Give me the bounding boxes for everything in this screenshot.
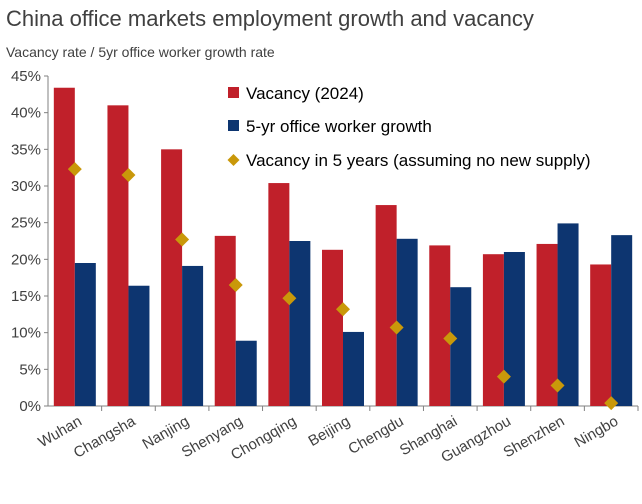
bar-worker-growth-chongqing xyxy=(289,241,311,406)
y-tick-label: 0% xyxy=(19,398,41,415)
marker-future-vacancy-nanjing xyxy=(175,232,190,247)
legend-swatch-worker-growth xyxy=(228,120,239,131)
marker-future-vacancy-changsha xyxy=(121,168,136,182)
bar-worker-growth-ningbo xyxy=(611,235,633,406)
bar-worker-growth-guangzhou xyxy=(503,252,525,406)
bar-worker-growth-shenzhen xyxy=(557,223,579,406)
legend: Vacancy (2024) 5-yr office worker growth V… xyxy=(227,84,591,170)
bar-vacancy-chongqing xyxy=(268,183,290,406)
marker-future-vacancy-shenzhen xyxy=(550,378,565,393)
y-tick-label: 10% xyxy=(11,325,41,342)
bar-worker-growth-nanjing xyxy=(182,265,204,406)
bar-worker-growth-shenyang xyxy=(235,340,257,406)
y-tick-label: 15% xyxy=(11,288,41,305)
y-tick-label: 45% xyxy=(11,68,41,85)
bar-vacancy-ningbo xyxy=(590,264,612,406)
marker-future-vacancy-chongqing xyxy=(282,291,297,306)
bar-worker-growth-chengdu xyxy=(396,238,418,406)
marker-future-vacancy-ningbo xyxy=(604,396,619,411)
bar-vacancy-shanghai xyxy=(429,245,451,406)
marker-future-vacancy-wuhan xyxy=(67,162,82,177)
x-tick-label: Shenzhen xyxy=(501,413,568,462)
x-tick-label: Changsha xyxy=(71,412,139,461)
legend-label: Vacancy in 5 years (assuming no new supp… xyxy=(246,151,591,170)
legend-swatch-vacancy xyxy=(228,87,239,98)
bar-worker-growth-wuhan xyxy=(74,263,96,406)
bar-vacancy-shenzhen xyxy=(536,243,558,406)
bar-vacancy-wuhan xyxy=(53,87,75,406)
x-tick-label: Chengdu xyxy=(345,413,406,458)
marker-future-vacancy-guangzhou xyxy=(496,369,511,384)
marker-future-vacancy-beijing xyxy=(336,302,350,317)
y-tick-label: 35% xyxy=(11,141,41,158)
marker-future-vacancy-chengdu xyxy=(389,320,404,335)
y-tick-label: 30% xyxy=(11,178,41,195)
bar-worker-growth-changsha xyxy=(128,285,150,406)
legend-swatch-future-vacancy xyxy=(227,154,240,166)
bar-vacancy-changsha xyxy=(107,105,129,406)
y-tick-label: 5% xyxy=(19,361,41,378)
x-tick-label: Ningbo xyxy=(572,413,622,451)
bar-vacancy-chengdu xyxy=(375,205,397,406)
bar-vacancy-shenyang xyxy=(214,235,236,406)
y-tick-label: 40% xyxy=(11,105,41,122)
bar-vacancy-beijing xyxy=(322,249,343,406)
y-tick-label: 25% xyxy=(11,215,41,232)
legend-label: Vacancy (2024) xyxy=(246,84,364,103)
marker-future-vacancy-shanghai xyxy=(443,331,458,346)
bar-vacancy-guangzhou xyxy=(482,254,504,406)
bar-worker-growth-beijing xyxy=(343,331,364,406)
bar-vacancy-nanjing xyxy=(161,149,183,407)
bar-worker-growth-shanghai xyxy=(450,287,472,406)
legend-label: 5-yr office worker growth xyxy=(246,117,432,136)
chart-subtitle: Vacancy rate / 5yr office worker growth … xyxy=(6,44,275,60)
marker-future-vacancy-shenyang xyxy=(228,278,243,292)
chart-title: China office markets employment growth a… xyxy=(6,6,534,31)
y-tick-label: 20% xyxy=(11,251,41,268)
